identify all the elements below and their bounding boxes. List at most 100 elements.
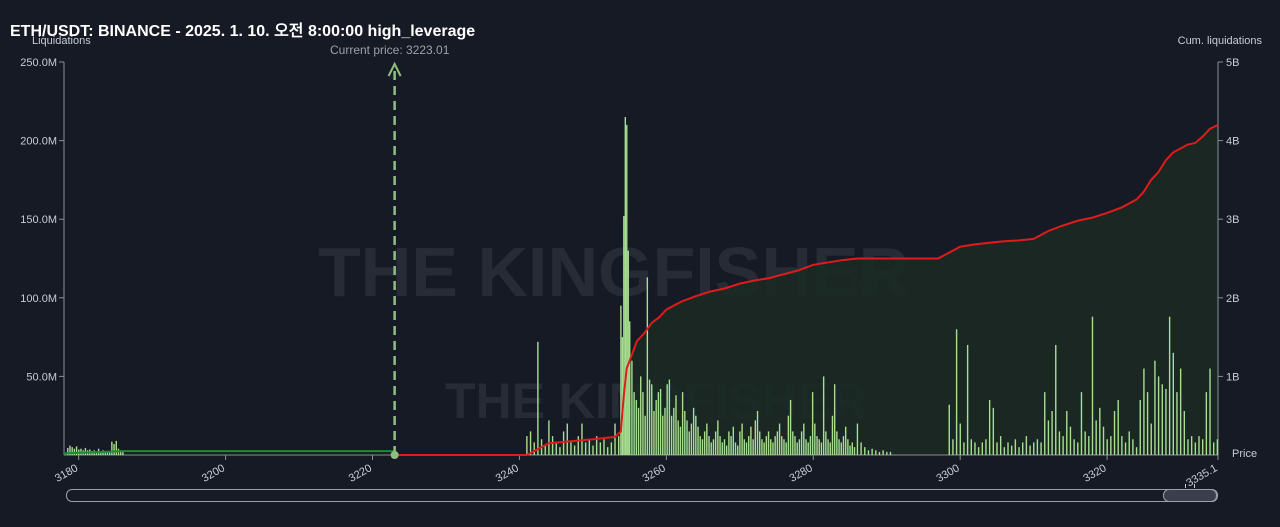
x-tick-label: 3280 [788, 462, 815, 485]
liquidation-bar [1106, 439, 1108, 455]
liquidation-bar [551, 436, 554, 455]
liquidation-bar [697, 426, 699, 455]
liquidation-bar [807, 442, 809, 455]
liquidation-bar [721, 442, 723, 455]
liquidation-bar [745, 442, 748, 455]
liquidation-bar [588, 439, 591, 455]
liquidation-bar [69, 445, 71, 455]
liquidation-bar [767, 431, 770, 455]
liquidation-bar [741, 423, 743, 455]
liquidation-bar [732, 426, 734, 455]
liquidation-bar [996, 442, 998, 455]
cum-line-above [394, 123, 1219, 456]
liquidation-bar [1029, 445, 1031, 455]
liquidation-bar [756, 410, 759, 455]
scrollbar-thumb[interactable] [1163, 484, 1217, 502]
liquidation-bar [827, 439, 829, 455]
liquidation-bar [1135, 447, 1138, 455]
liquidation-bar [856, 423, 859, 455]
liquidation-bar [624, 117, 627, 456]
liquidation-bar [584, 442, 587, 455]
liquidation-bar [864, 447, 866, 455]
liquidation-bar [708, 436, 710, 455]
liquidation-bar [1102, 426, 1105, 455]
liquidation-bar [818, 439, 820, 455]
liquidation-bar [1157, 376, 1160, 455]
liquidation-bar [635, 399, 638, 455]
liquidation-bar [1036, 439, 1039, 455]
liquidation-bar [668, 379, 671, 455]
liquidation-bar [677, 420, 679, 455]
liquidation-bar [1143, 368, 1145, 455]
liquidation-bar [644, 415, 646, 455]
liquidation-bar [1040, 442, 1042, 455]
liquidation-bar [948, 404, 950, 455]
liquidation-bar [119, 450, 122, 455]
liquidation-bar [803, 423, 805, 455]
liquidation-bar [1003, 447, 1006, 455]
liquidation-bar [717, 420, 719, 455]
liquidation-bar [816, 436, 818, 455]
liquidation-bar [1124, 442, 1127, 455]
x-tick-label: 3180 [53, 462, 80, 485]
liquidation-bar [770, 439, 772, 455]
liquidation-bar [1168, 316, 1171, 455]
liquidation-bar [1179, 368, 1182, 455]
current-price-label: Current price: 3223.01 [330, 43, 450, 57]
liquidation-bar [122, 451, 124, 455]
liquidation-bar [725, 445, 728, 455]
liquidation-bar [829, 442, 831, 455]
liquidation-bar [1128, 431, 1130, 455]
y-tick-label: 50.0M [26, 371, 57, 383]
liquidation-bar [599, 442, 602, 455]
liquidation-bar [526, 436, 528, 455]
liquidation-bar [100, 451, 102, 455]
liquidation-bar [1062, 436, 1064, 455]
liquidation-bar [847, 439, 849, 455]
liquidation-bar [1146, 392, 1149, 455]
y2-tick-label: 3B [1226, 214, 1239, 226]
liquidation-bar [730, 436, 732, 455]
liquidation-bar [1095, 420, 1097, 455]
liquidation-bar [1209, 368, 1211, 455]
x-axis-label: Price [1232, 448, 1257, 460]
liquidation-bar [736, 445, 739, 455]
range-scrollbar[interactable] [66, 484, 1218, 502]
liquidation-bar [822, 376, 825, 455]
liquidation-bar [1117, 399, 1119, 455]
liquidation-bar [679, 426, 682, 455]
liquidation-bar [651, 384, 653, 455]
liquidation-bar [623, 216, 625, 455]
liquidation-bar [840, 442, 842, 455]
x-tick-label: 3300 [934, 462, 961, 485]
liquidation-bar [1121, 436, 1123, 455]
liquidation-bar [706, 423, 708, 455]
liquidation-bar [867, 450, 870, 455]
liquidation-bar [653, 410, 655, 455]
liquidation-bar [1113, 410, 1116, 455]
liquidation-bar [115, 440, 117, 455]
liquidation-bar [562, 431, 565, 455]
liquidation-bar [666, 384, 668, 455]
liquidation-bar [712, 439, 715, 455]
liquidation-bar [1205, 392, 1208, 455]
liquidation-bar [844, 426, 847, 455]
liquidation-bar [878, 451, 881, 455]
liquidation-bar [831, 415, 834, 455]
liquidation-bar [1165, 388, 1167, 455]
liquidation-bar [809, 436, 812, 455]
liquidation-bar [963, 442, 965, 455]
liquidation-bar [659, 388, 662, 455]
liquidation-bar [1033, 442, 1035, 455]
liquidation-bar [603, 439, 605, 455]
liquidation-bar [783, 439, 785, 455]
cum-area-fill [526, 124, 1218, 455]
x-tick-label: 3200 [200, 462, 227, 485]
liquidation-bar [610, 442, 613, 455]
liquidation-bar [537, 341, 539, 455]
liquidation-bar [688, 431, 690, 455]
liquidation-bar [752, 439, 754, 455]
liquidation-bar [73, 448, 76, 455]
liquidation-bar [787, 415, 790, 455]
